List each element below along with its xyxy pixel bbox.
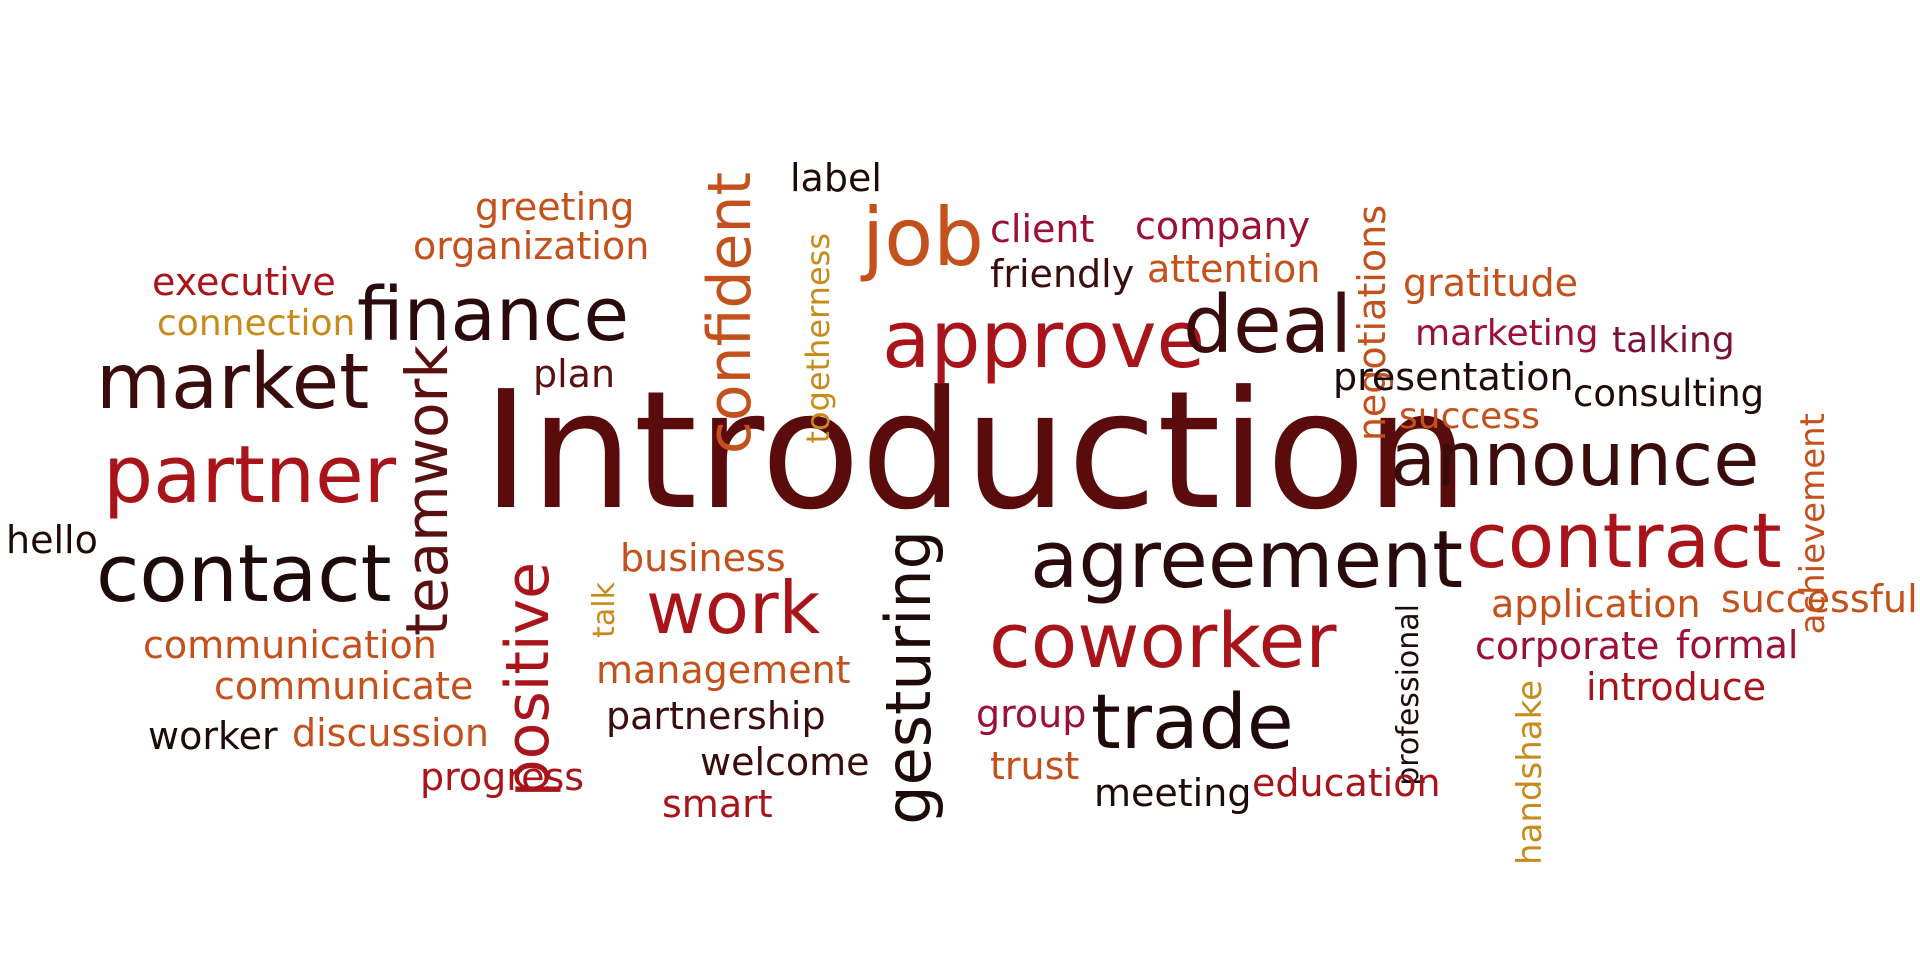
word-greeting: greeting bbox=[475, 185, 635, 229]
word-successful: successful bbox=[1721, 577, 1918, 621]
word-discussion: discussion bbox=[292, 711, 489, 755]
word-formal: formal bbox=[1676, 623, 1799, 667]
word-talking: talking bbox=[1612, 320, 1735, 361]
word-business: business bbox=[620, 536, 786, 580]
word-connection: connection bbox=[157, 303, 356, 344]
word-success: success bbox=[1399, 396, 1540, 437]
word-welcome: welcome bbox=[700, 740, 870, 784]
word-confident: confident bbox=[695, 172, 765, 455]
word-agreement: agreement bbox=[1030, 514, 1464, 606]
word-approve: approve bbox=[882, 294, 1206, 386]
word-worker: worker bbox=[148, 714, 278, 758]
word-announce: announce bbox=[1390, 415, 1760, 503]
word-presentation: presentation bbox=[1333, 355, 1574, 399]
word-teamwork: teamwork bbox=[393, 345, 461, 636]
word-executive: executive bbox=[152, 260, 336, 304]
word-coworker: coworker bbox=[989, 596, 1337, 685]
word-marketing: marketing bbox=[1415, 313, 1599, 354]
word-corporate: corporate bbox=[1475, 624, 1660, 668]
word-group: group bbox=[976, 692, 1087, 736]
word-progress: progress bbox=[420, 755, 585, 799]
word-contract: contract bbox=[1466, 496, 1782, 585]
word-gratitude: gratitude bbox=[1403, 261, 1578, 305]
word-management: management bbox=[596, 648, 851, 692]
word-handshake: handshake bbox=[1510, 680, 1550, 866]
word-education: education bbox=[1252, 761, 1441, 805]
word-application: application bbox=[1491, 582, 1701, 626]
word-market: market bbox=[96, 338, 370, 427]
word-gesturing: gesturing bbox=[872, 530, 945, 825]
word-consulting: consulting bbox=[1573, 372, 1765, 415]
word-attention: attention bbox=[1147, 247, 1321, 291]
word-introduction: Introduction bbox=[482, 357, 1470, 546]
word-hello: hello bbox=[6, 518, 98, 562]
word-plan: plan bbox=[533, 352, 616, 396]
word-communication: communication bbox=[143, 623, 437, 667]
word-finance: finance bbox=[357, 272, 629, 358]
word-organization: organization bbox=[413, 224, 650, 268]
word-talk: talk bbox=[587, 582, 622, 638]
word-label: label bbox=[790, 156, 882, 200]
word-communicate: communicate bbox=[214, 664, 474, 708]
word-contact: contact bbox=[96, 528, 392, 620]
word-work: work bbox=[646, 566, 821, 650]
word-deal: deal bbox=[1183, 279, 1353, 371]
word-meeting: meeting bbox=[1094, 771, 1252, 815]
word-company: company bbox=[1135, 204, 1311, 248]
word-professional: professional bbox=[1391, 604, 1426, 786]
word-friendly: friendly bbox=[990, 252, 1135, 296]
word-negotiations: negotiations bbox=[1350, 205, 1394, 442]
word-job: job bbox=[862, 191, 984, 284]
word-trust: trust bbox=[990, 744, 1080, 788]
word-client: client bbox=[990, 207, 1095, 251]
word-partnership: partnership bbox=[606, 694, 826, 738]
word-partner: partner bbox=[103, 429, 397, 521]
word-trade: trade bbox=[1091, 677, 1294, 766]
word-introduce: introduce bbox=[1586, 665, 1767, 709]
word-togetherness: togetherness bbox=[799, 233, 837, 444]
word-smart: smart bbox=[662, 782, 773, 826]
